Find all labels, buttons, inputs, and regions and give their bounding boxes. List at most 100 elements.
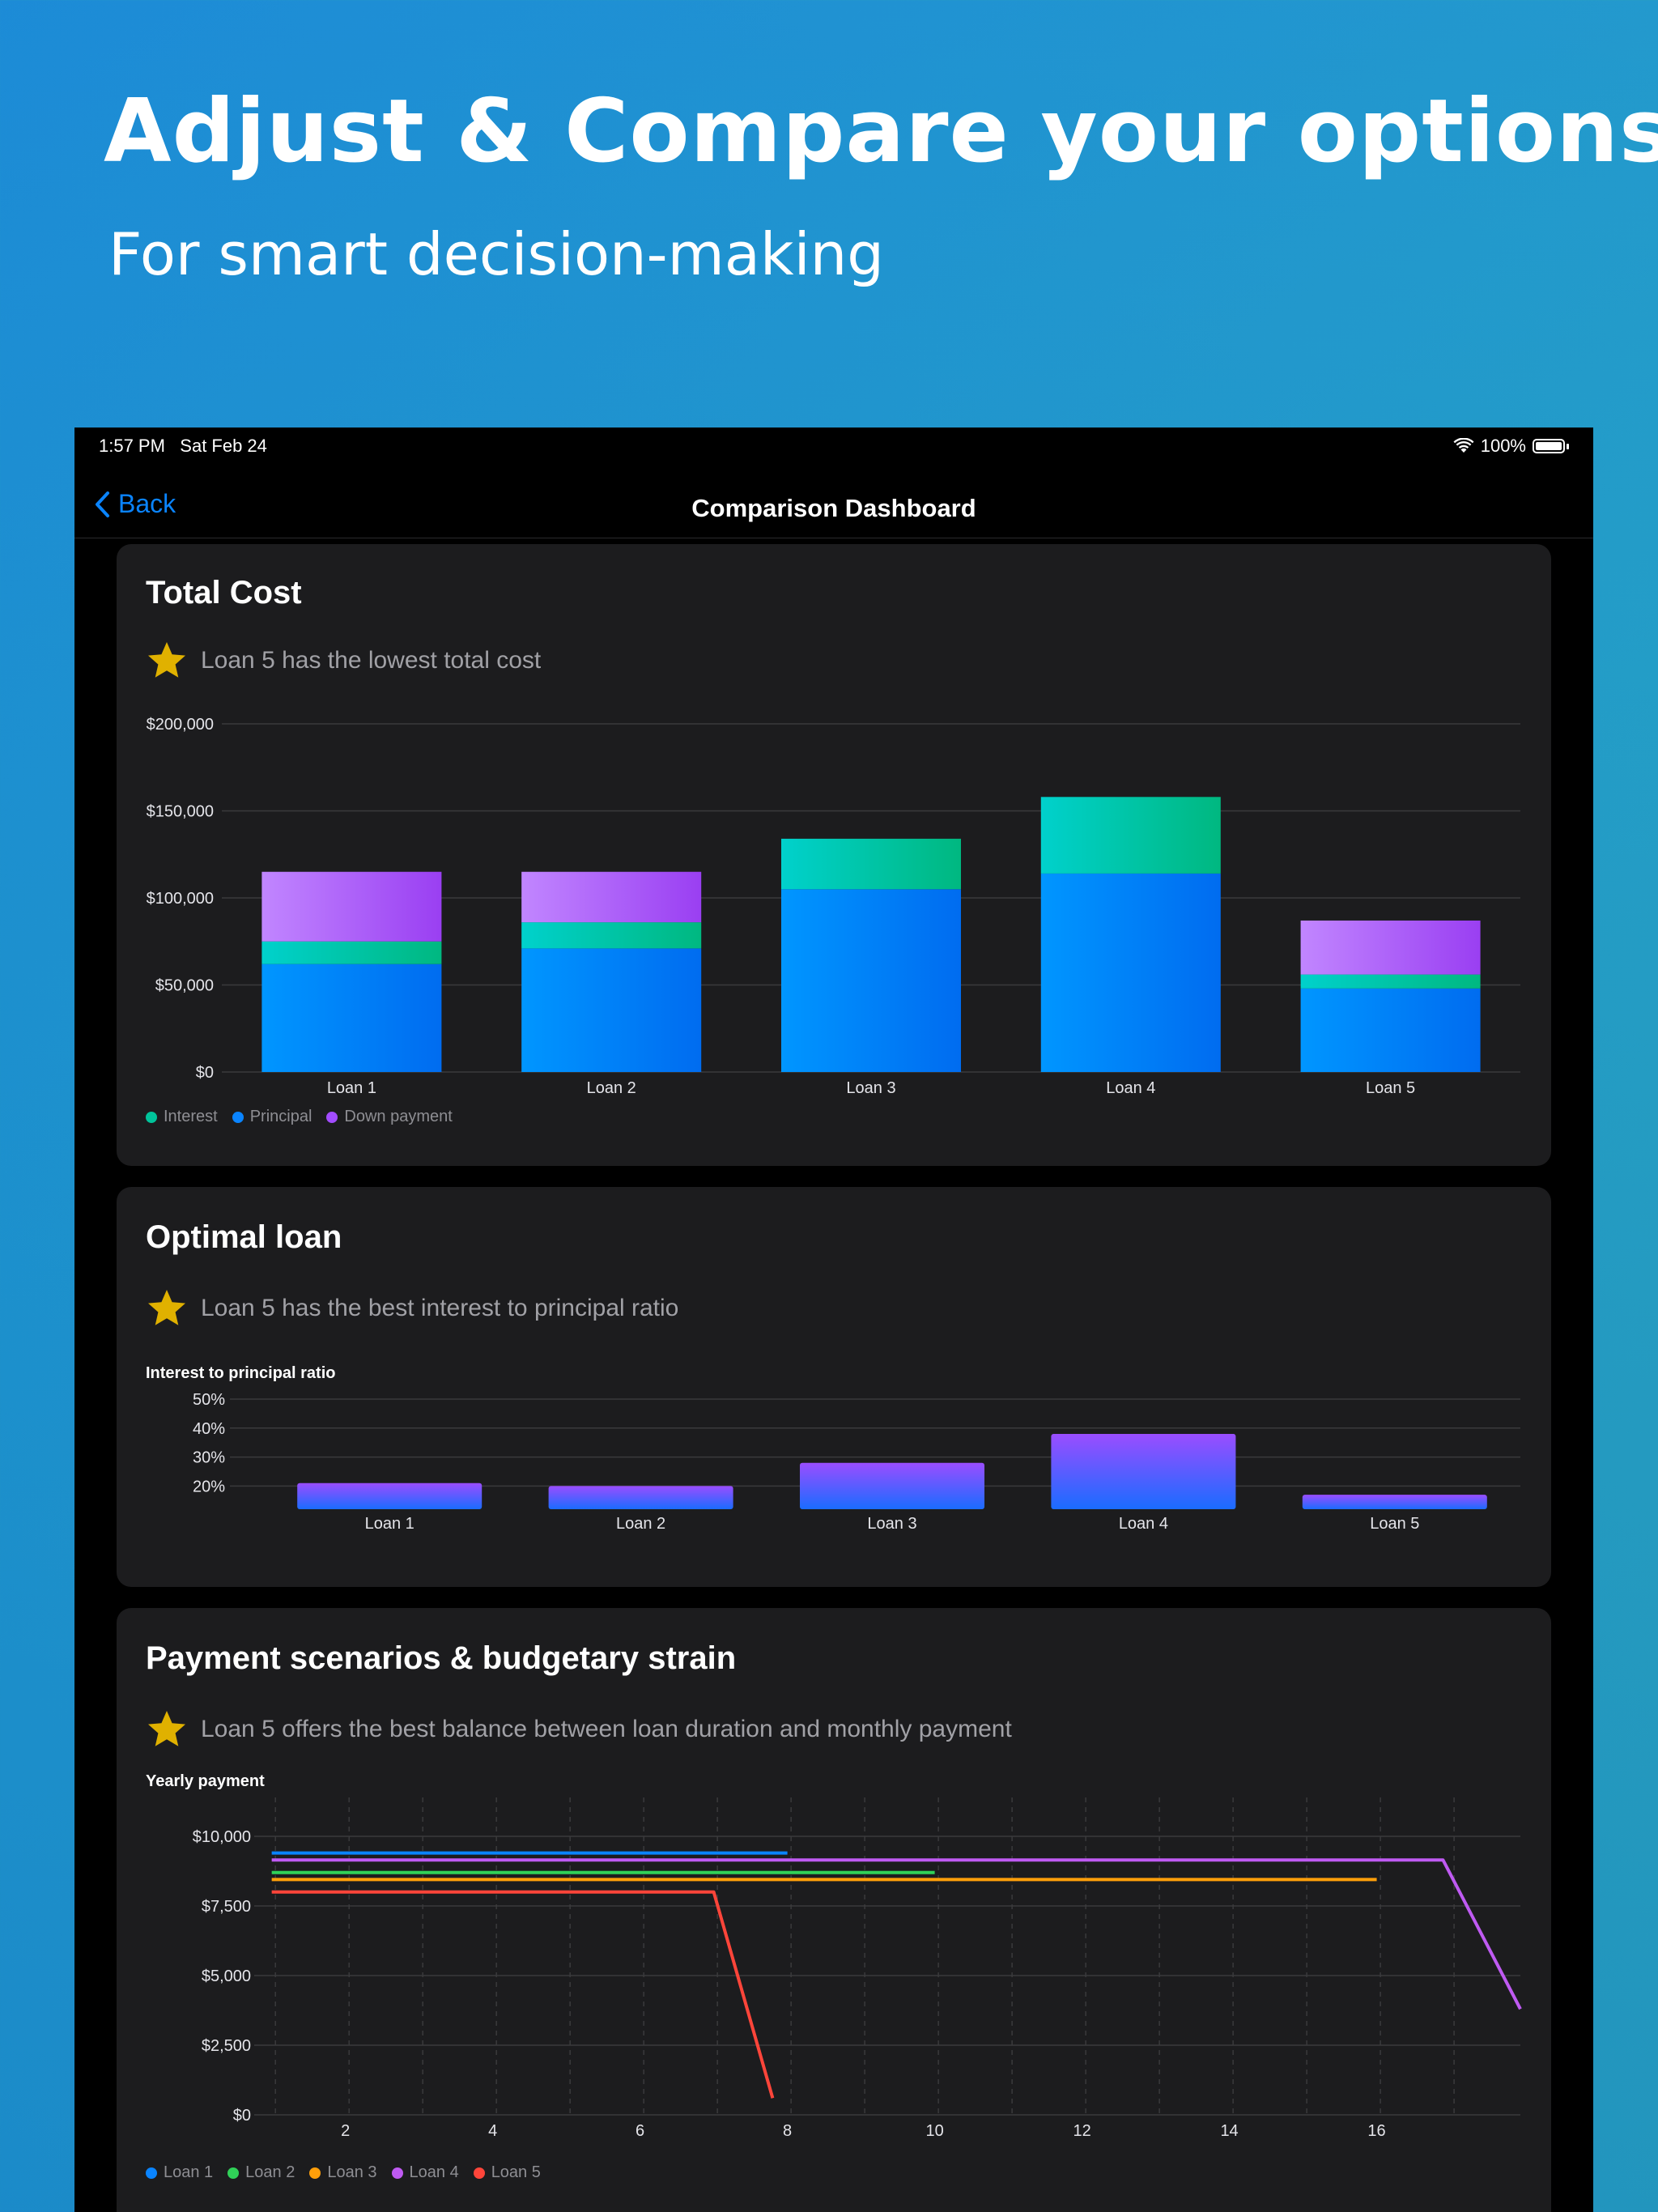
legend-label: Loan 3 — [327, 2163, 377, 2181]
x-tick-label: Loan 1 — [365, 1515, 414, 1533]
yearly-payment-legend: Loan 1 Loan 2 Loan 3 Loan 4 Loan 5 — [146, 2163, 541, 2182]
ratio-bar — [800, 1462, 984, 1509]
insight-text: Loan 5 offers the best balance between l… — [201, 1716, 1012, 1742]
x-tick-label: Loan 4 — [1119, 1515, 1168, 1533]
legend-label: Principal — [249, 1108, 312, 1125]
insight-row: Loan 5 has the best interest to principa… — [146, 1287, 678, 1329]
legend-dot — [146, 2167, 157, 2179]
legend-dot — [473, 2167, 485, 2179]
bar-segment-principal — [1300, 988, 1481, 1072]
y-tick-label: $2,500 — [202, 2037, 251, 2055]
y-tick-label: $200,000 — [147, 716, 214, 734]
series-line-loan-5 — [271, 1890, 775, 2099]
card-title: Total Cost — [146, 575, 302, 610]
yearly-payment-chart: Yearly payment $0 $2,500 $5,000 $7,500 $10,00… — [146, 1772, 1522, 2140]
x-tick-label: Loan 4 — [1106, 1079, 1155, 1097]
card-title: Optimal loan — [146, 1219, 342, 1255]
status-right: 100% — [1453, 436, 1569, 457]
insight-text: Loan 5 has the best interest to principa… — [201, 1295, 679, 1321]
legend-dot — [309, 2167, 321, 2179]
x-tick-label: Loan 2 — [587, 1079, 636, 1097]
ratio-bar — [1051, 1433, 1236, 1509]
bar-segment-interest — [1040, 797, 1221, 874]
series-line-loan-4 — [271, 1858, 1522, 2010]
x-tick-label: Loan 3 — [846, 1079, 895, 1097]
legend-item: Interest — [146, 1108, 218, 1126]
marketing-headline: Adjust & Compare your options — [104, 81, 1658, 182]
chevron-left-icon — [96, 491, 109, 517]
legend-label: Loan 1 — [164, 2163, 214, 2181]
y-tick-label: 40% — [193, 1420, 225, 1438]
legend-dot — [146, 1111, 157, 1123]
y-tick-label: 30% — [193, 1449, 225, 1467]
legend-dot — [326, 1111, 338, 1123]
wifi-icon — [1453, 438, 1474, 453]
y-tick-label: $7,500 — [202, 1898, 251, 1916]
bar-segment-principal — [781, 889, 961, 1072]
legend-label: Loan 2 — [245, 2163, 295, 2181]
y-tick-label: 50% — [193, 1391, 225, 1409]
battery-tip — [1567, 443, 1569, 449]
x-tick-label: Loan 3 — [867, 1515, 916, 1533]
insight-text: Loan 5 has the lowest total cost — [201, 647, 542, 674]
insight-row: Loan 5 offers the best balance between l… — [146, 1708, 1012, 1750]
total-cost-chart: $0 $50,000 $100,000 $150,000 $200,000 Loan 1 L… — [147, 716, 1520, 1097]
x-tick-label: 12 — [1073, 2122, 1090, 2140]
legend-item: Loan 1 — [146, 2163, 213, 2182]
y-tick-label: $100,000 — [147, 890, 214, 908]
device-screen: 1:57 PM Sat Feb 24 100% Back Comparison … — [74, 428, 1593, 2212]
total-cost-card: Total Cost Loan 5 has the lowest total c… — [117, 544, 1551, 1166]
y-axis-title: Interest to principal ratio — [146, 1364, 335, 1382]
marketing-subheadline: For smart decision-making — [108, 220, 884, 288]
y-tick-label: $0 — [233, 2107, 251, 2125]
interest-ratio-chart: Interest to principal ratio 20% 30% 40% 50% L… — [146, 1364, 1520, 1533]
x-tick-label: 10 — [925, 2122, 943, 2140]
star-icon — [148, 1290, 185, 1325]
bar-segment-interest — [261, 941, 442, 964]
bar-segment-principal — [261, 963, 442, 1072]
bar-segment-down-payment — [261, 871, 442, 942]
x-tick-label: 14 — [1220, 2122, 1238, 2140]
ratio-bar — [297, 1482, 483, 1509]
bar-segment-interest — [521, 922, 702, 949]
bar-segment-interest — [1300, 974, 1481, 989]
bar-segment-down-payment — [521, 871, 702, 923]
navigation-bar: Back Comparison Dashboard — [74, 479, 1593, 538]
x-tick-label: Loan 5 — [1366, 1079, 1415, 1097]
y-tick-label: $0 — [196, 1064, 214, 1082]
x-tick-label: 2 — [341, 2122, 350, 2140]
legend-dot — [232, 1111, 244, 1123]
ratio-bar — [548, 1486, 733, 1509]
x-tick-label: 16 — [1367, 2122, 1385, 2140]
legend-label: Interest — [164, 1108, 218, 1125]
star-icon — [148, 1711, 185, 1746]
legend-item: Down payment — [326, 1108, 453, 1126]
back-button[interactable]: Back — [94, 489, 176, 519]
bar-segment-principal — [521, 948, 702, 1072]
legend-item: Loan 4 — [391, 2163, 459, 2182]
legend-item: Loan 5 — [473, 2163, 541, 2182]
x-tick-label: Loan 1 — [327, 1079, 376, 1097]
legend-item: Loan 3 — [309, 2163, 377, 2182]
ratio-bar — [1302, 1495, 1487, 1509]
status-bar: 1:57 PM Sat Feb 24 100% — [74, 428, 1593, 463]
legend-label: Loan 4 — [409, 2163, 459, 2181]
bar-segment-interest — [781, 838, 961, 890]
legend-item: Principal — [232, 1108, 312, 1126]
nav-title: Comparison Dashboard — [691, 494, 976, 522]
legend-label: Down payment — [344, 1108, 453, 1125]
back-label: Back — [118, 489, 176, 518]
x-tick-label: Loan 2 — [616, 1515, 665, 1533]
legend-item: Loan 2 — [227, 2163, 295, 2182]
insight-row: Loan 5 has the lowest total cost — [146, 640, 541, 682]
x-tick-label: 4 — [488, 2122, 497, 2140]
y-axis-title: Yearly payment — [146, 1772, 265, 1790]
payment-scenarios-card: Payment scenarios & budgetary strain Loa… — [117, 1608, 1551, 2212]
bar-segment-principal — [1040, 873, 1221, 1072]
y-tick-label: $150,000 — [147, 803, 214, 821]
battery-percent: 100% — [1480, 436, 1526, 456]
y-tick-label: $5,000 — [202, 1967, 251, 1985]
y-tick-label: 20% — [193, 1478, 225, 1495]
x-tick-label: Loan 5 — [1370, 1515, 1419, 1533]
optimal-loan-card: Optimal loan Loan 5 has the best interes… — [117, 1187, 1551, 1587]
